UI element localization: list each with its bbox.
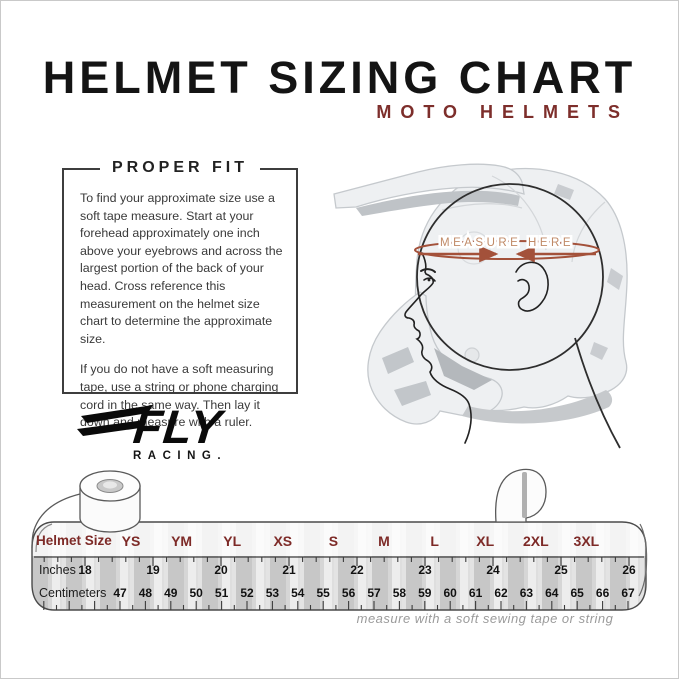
inch-value-19: 19 <box>146 563 160 577</box>
row-label-inches: Inches <box>39 563 76 577</box>
inch-value-18: 18 <box>78 563 92 577</box>
helmet-peak <box>333 163 525 209</box>
size-label-3XL: 3XL <box>573 533 600 549</box>
cm-value-60: 60 <box>443 586 457 600</box>
size-label-XS: XS <box>273 533 293 549</box>
inch-value-21: 21 <box>282 563 296 577</box>
ear <box>515 261 549 312</box>
tape-row-inches: Inches 18 19 20 21 22 23 24 25 26 <box>28 563 653 581</box>
size-label-YM: YM <box>171 533 193 549</box>
page-title: HELMET SIZING CHART <box>42 52 637 103</box>
size-label-YS: YS <box>121 533 141 549</box>
cm-value-58: 58 <box>392 586 407 600</box>
size-label-L: L <box>430 533 439 549</box>
inch-value-22: 22 <box>350 563 364 577</box>
helmet-illustration: MEASURE HERE <box>333 163 628 449</box>
fly-racing-logo: FLY RACING. <box>75 396 285 470</box>
pupil <box>427 278 431 282</box>
fit-instructions-paragraph-2: If you do not have a soft measuring tape… <box>80 362 279 430</box>
proper-fit-heading: PROPER FIT <box>99 159 261 177</box>
cm-value-64: 64 <box>545 586 559 600</box>
eyebrow <box>420 268 436 273</box>
fit-instructions-paragraph-1: To find your approximate size use a soft… <box>80 191 283 346</box>
cm-value-62: 62 <box>494 586 508 600</box>
cm-value-57: 57 <box>367 586 381 600</box>
cm-value-65: 65 <box>570 586 584 600</box>
cm-value-49: 49 <box>164 586 178 600</box>
helmet-shading <box>356 184 623 424</box>
size-chart-tape: Helmet Size YS YM YL XS S M L XL 2XL 3XL Inches 1… <box>28 460 653 630</box>
cm-value-52: 52 <box>240 586 254 600</box>
proper-fit-box: PROPER FIT To find your approximate size… <box>62 159 298 429</box>
cm-value-61: 61 <box>468 586 483 600</box>
tape-row-sizes: Helmet Size YS YM YL XS S M L XL 2XL 3XL <box>28 533 653 551</box>
cm-value-51: 51 <box>214 586 229 600</box>
eye <box>423 277 436 282</box>
size-label-YL: YL <box>223 533 242 549</box>
row-label-centimeters: Centimeters <box>39 586 107 600</box>
tape-row-centimeters: Centimeters 47 48 49 50 51 52 53 54 55 56 57 58 59 60… <box>28 586 653 604</box>
cm-value-63: 63 <box>519 586 534 600</box>
tape-right-curl <box>638 523 648 597</box>
fly-logo-graphic: FLY RACING. <box>77 400 227 462</box>
page-subtitle: MOTO HELMETS <box>376 102 629 122</box>
measure-here-label: MEASURE HERE <box>440 237 574 249</box>
inch-value-25: 25 <box>554 563 568 577</box>
cm-value-53: 53 <box>265 586 280 600</box>
size-label-2XL: 2XL <box>522 533 549 549</box>
cm-value-55: 55 <box>316 586 330 600</box>
cm-value-48: 48 <box>138 586 153 600</box>
inch-value-24: 24 <box>486 563 500 577</box>
cm-value-59: 59 <box>418 586 432 600</box>
cm-value-66: 66 <box>595 586 610 600</box>
fly-speed-bars-icon <box>77 405 153 436</box>
tape-spool-icon <box>31 470 141 549</box>
tape-fold-icon <box>494 468 547 523</box>
cm-value-47: 47 <box>113 586 127 600</box>
racing-wordmark: RACING. <box>133 450 227 462</box>
measure-ellipse <box>414 240 600 260</box>
measure-overlay: MEASURE HERE <box>414 235 600 263</box>
cm-value-56: 56 <box>341 586 356 600</box>
size-label-M: M <box>378 533 390 549</box>
cm-value-67: 67 <box>621 586 635 600</box>
face-profile <box>404 252 549 444</box>
tape-graphic <box>31 468 648 611</box>
cm-value-54: 54 <box>291 586 305 600</box>
row-label-helmet-size: Helmet Size <box>36 533 112 548</box>
inch-tick-marks <box>43 557 630 566</box>
size-label-XL: XL <box>476 533 495 549</box>
cm-tick-marks <box>43 601 629 610</box>
cm-value-50: 50 <box>189 586 203 600</box>
inch-value-26: 26 <box>622 563 636 577</box>
head-outline <box>416 183 621 449</box>
back-neck-line <box>574 337 621 449</box>
size-label-S: S <box>328 533 339 549</box>
tape-left-curl <box>35 523 53 553</box>
inch-value-23: 23 <box>418 563 432 577</box>
inch-value-20: 20 <box>214 563 228 577</box>
tape-caption: measure with a soft sewing tape or strin… <box>356 611 614 626</box>
fly-wordmark: FLY <box>131 400 227 453</box>
